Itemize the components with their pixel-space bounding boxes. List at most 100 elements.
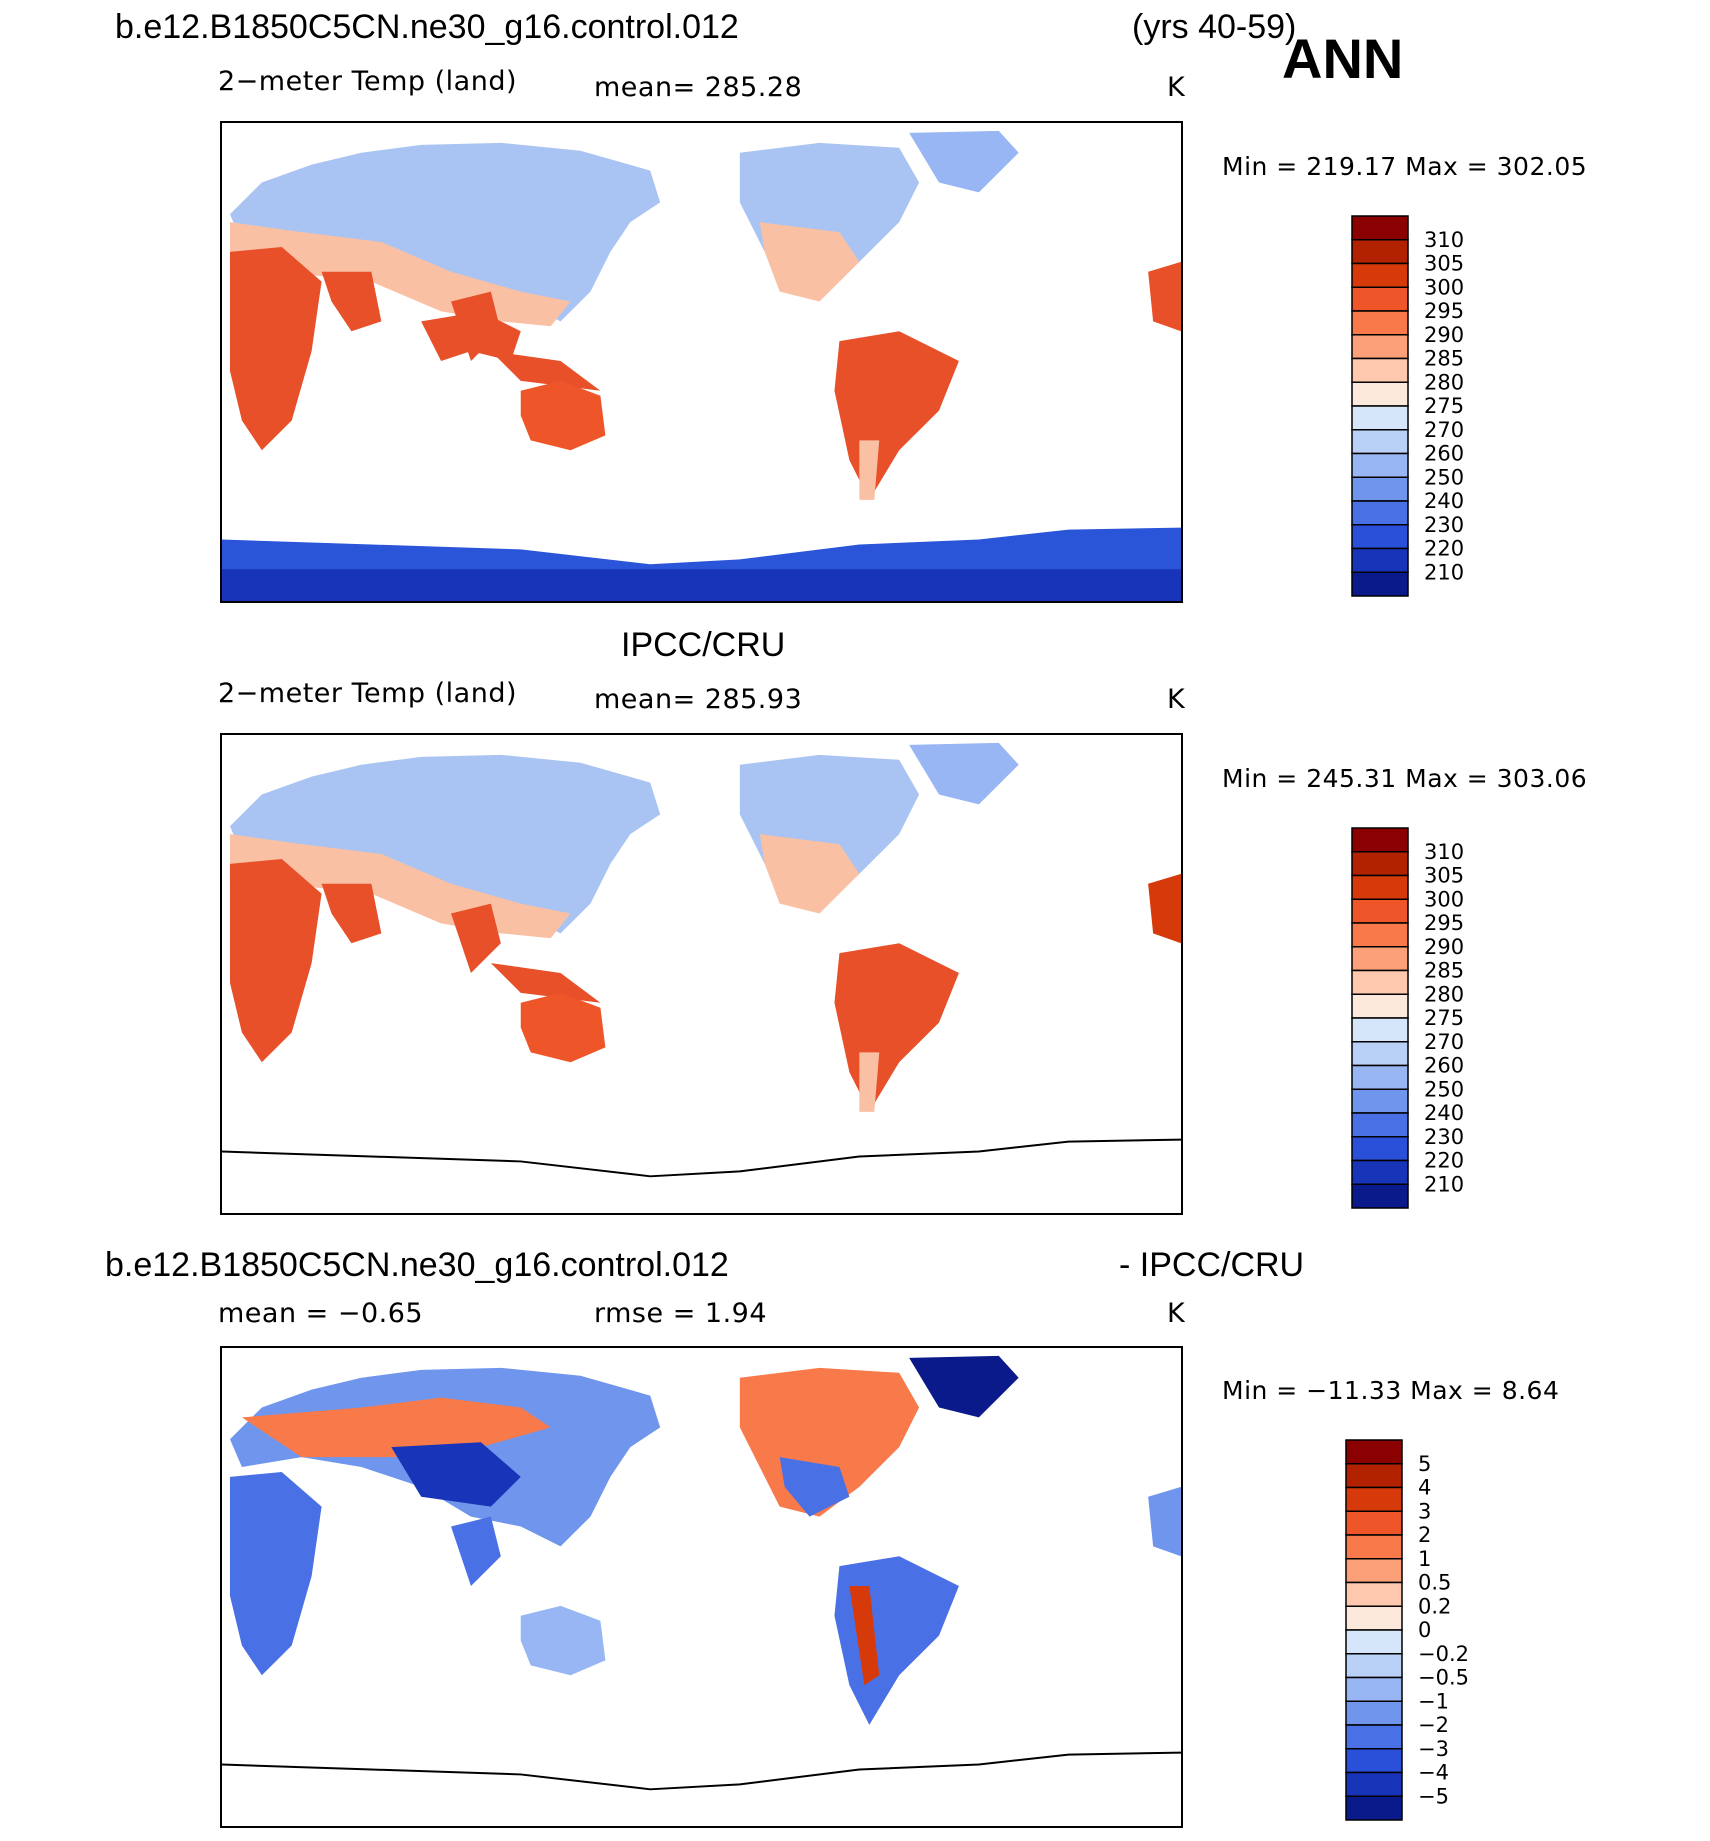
colorbar-swatch — [1351, 452, 1409, 478]
panel2-colorbar: 310 305 300 295 290 285 280 275 270 260 250 240 230 2… — [1351, 827, 1502, 1210]
colorbar-tick-label: 295 — [1424, 911, 1464, 935]
colorbar-swatch — [1351, 215, 1409, 241]
panel1-colorbar-graphic: 3103053002952902852802752702602502402302… — [1351, 215, 1464, 597]
colorbar-tick-label: 210 — [1424, 560, 1464, 584]
colorbar-swatch — [1351, 922, 1409, 948]
colorbar-tick-label: 0.2 — [1418, 1594, 1451, 1618]
colorbar-swatch — [1351, 827, 1409, 853]
colorbar-swatch — [1345, 1748, 1403, 1774]
colorbar-tick-label: 240 — [1424, 489, 1464, 513]
panel3-colorbar: 5 4 3 2 1 0.5 0.2 0 −0.2 −0.5 −1 −2 −3 −4 −5 — [1345, 1439, 1502, 1822]
colorbar-tick-label: 0.5 — [1418, 1571, 1451, 1595]
colorbar-swatch — [1351, 429, 1409, 455]
antarctica-outline — [222, 1138, 1181, 1178]
years-label: (yrs 40-59) — [1132, 8, 1297, 46]
panel2-minmax: Min = 245.31 Max = 303.06 — [1222, 764, 1588, 793]
colorbar-tick-label: −5 — [1418, 1784, 1449, 1808]
colorbar-swatch — [1345, 1581, 1403, 1607]
colorbar-tick-label: 220 — [1424, 537, 1464, 561]
colorbar-tick-label: 230 — [1424, 1125, 1464, 1149]
panel1-map-graphic — [222, 130, 1181, 601]
australia-landmass — [520, 380, 606, 451]
eurasia-landmass — [229, 142, 661, 322]
colorbar-swatch — [1351, 851, 1409, 877]
colorbar-tick-label: 305 — [1424, 864, 1464, 888]
panel1-minmax: Min = 219.17 Max = 302.05 — [1222, 152, 1588, 181]
colorbar-tick-label: 1 — [1418, 1547, 1431, 1571]
season-label: ANN — [1282, 27, 1404, 90]
colorbar-swatch — [1351, 1041, 1409, 1067]
panel2-title: IPCC/CRU — [621, 626, 786, 664]
panel2-colorbar-graphic: 3103053002952902852802752702602502402302… — [1351, 827, 1464, 1209]
panel2-mean: mean= 285.93 — [594, 684, 803, 715]
colorbar-swatch — [1351, 1088, 1409, 1114]
colorbar-swatch — [1351, 262, 1409, 288]
colorbar-tick-label: 270 — [1424, 418, 1464, 442]
colorbar-swatch — [1345, 1653, 1403, 1679]
panel3-title-left: b.e12.B1850C5CN.ne30_g16.control.012 — [105, 1246, 729, 1284]
panel2-map — [220, 733, 1183, 1215]
africa-landmass — [229, 246, 322, 451]
colorbar-tick-label: 260 — [1424, 442, 1464, 466]
colorbar-tick-label: 295 — [1424, 299, 1464, 323]
colorbar-swatch — [1351, 1064, 1409, 1090]
panel1-mean: mean= 285.28 — [594, 72, 803, 103]
panel2-map-graphic — [222, 742, 1181, 1178]
panel3-units: K — [1167, 1298, 1186, 1329]
colorbar-tick-label: 220 — [1424, 1149, 1464, 1173]
colorbar-tick-label: 250 — [1424, 1077, 1464, 1101]
panel1-map — [220, 121, 1183, 603]
colorbar-swatch — [1345, 1724, 1403, 1750]
panel3-title-right: - IPCC/CRU — [1119, 1246, 1305, 1284]
colorbar-tick-label: 0 — [1418, 1618, 1431, 1642]
colorbar-swatch — [1345, 1439, 1403, 1465]
colorbar-swatch — [1351, 571, 1409, 597]
colorbar-swatch — [1351, 239, 1409, 265]
colorbar-tick-label: 310 — [1424, 228, 1464, 252]
colorbar-swatch — [1351, 898, 1409, 924]
colorbar-tick-label: −4 — [1418, 1761, 1449, 1785]
colorbar-swatch — [1351, 1017, 1409, 1043]
colorbar-tick-label: 285 — [1424, 347, 1464, 371]
colorbar-swatch — [1351, 500, 1409, 526]
colorbar-tick-label: 305 — [1424, 252, 1464, 276]
south-america-landmass — [834, 331, 959, 500]
colorbar-tick-label: 270 — [1424, 1030, 1464, 1054]
colorbar-swatch — [1351, 1183, 1409, 1209]
colorbar-tick-label: 290 — [1424, 323, 1464, 347]
colorbar-tick-label: 285 — [1424, 959, 1464, 983]
case-title: b.e12.B1850C5CN.ne30_g16.control.012 — [115, 8, 739, 46]
colorbar-swatch — [1345, 1463, 1403, 1489]
colorbar-tick-label: 280 — [1424, 982, 1464, 1006]
colorbar-swatch — [1345, 1771, 1403, 1797]
colorbar-swatch — [1351, 334, 1409, 360]
colorbar-tick-label: −0.2 — [1418, 1642, 1469, 1666]
panel3-mean: mean = −0.65 — [218, 1298, 424, 1329]
colorbar-tick-label: 275 — [1424, 1006, 1464, 1030]
colorbar-swatch — [1351, 286, 1409, 312]
colorbar-swatch — [1345, 1795, 1403, 1821]
greenland-landmass — [909, 130, 1019, 193]
colorbar-tick-label: 230 — [1424, 513, 1464, 537]
colorbar-swatch — [1351, 405, 1409, 431]
colorbar-tick-label: 5 — [1418, 1452, 1431, 1476]
colorbar-tick-label: −3 — [1418, 1737, 1449, 1761]
colorbar-tick-label: 310 — [1424, 840, 1464, 864]
colorbar-swatch — [1351, 547, 1409, 573]
panel3-minmax: Min = −11.33 Max = 8.64 — [1222, 1376, 1560, 1405]
panel1-units: K — [1167, 72, 1186, 103]
colorbar-swatch — [1351, 993, 1409, 1019]
colorbar-tick-label: 280 — [1424, 370, 1464, 394]
colorbar-swatch — [1345, 1510, 1403, 1536]
panel3-map — [220, 1346, 1183, 1828]
colorbar-tick-label: 300 — [1424, 275, 1464, 299]
colorbar-swatch — [1351, 357, 1409, 383]
colorbar-tick-label: −0.5 — [1418, 1666, 1469, 1690]
colorbar-tick-label: −2 — [1418, 1713, 1449, 1737]
colorbar-swatch — [1345, 1676, 1403, 1702]
panel3-rmse: rmse = 1.94 — [594, 1298, 768, 1329]
colorbar-tick-label: 250 — [1424, 465, 1464, 489]
panel1-variable: 2−meter Temp (land) — [218, 66, 517, 97]
colorbar-swatch — [1345, 1486, 1403, 1512]
